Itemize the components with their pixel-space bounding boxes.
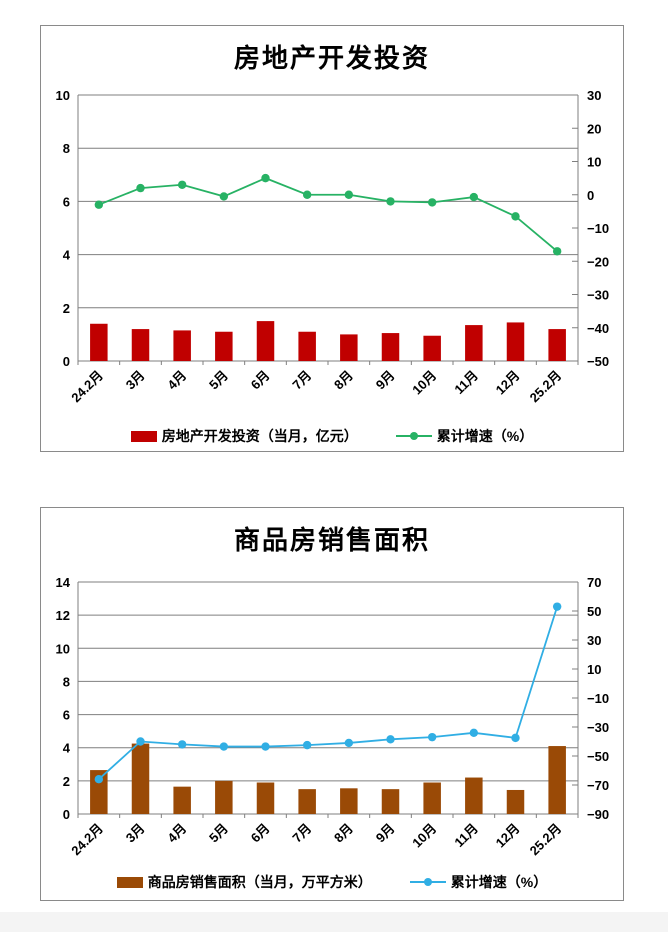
svg-text:8月: 8月 (331, 821, 356, 846)
x-axis-category-labels: 24.2月 3月 4月 5月 6月 7月 8月 9月 10月 11月 12月 25.2月 (68, 368, 564, 406)
svg-text:5月: 5月 (206, 368, 231, 393)
svg-text:−90: −90 (587, 807, 609, 822)
svg-text:−10: −10 (587, 221, 609, 236)
svg-text:5月: 5月 (206, 821, 231, 846)
svg-text:4: 4 (62, 741, 70, 756)
svg-text:25.2月: 25.2月 (526, 821, 564, 859)
svg-text:12: 12 (55, 608, 69, 623)
sales-chart-plot: 0 2 4 6 8 10 12 14 −90 −70 −50 −30 −10 10 30 50 70 24.2月… (55, 575, 609, 859)
svg-text:−20: −20 (587, 254, 609, 269)
investment-chart-legend: 房地产开发投资（当月，亿元） 累计增速（%） (41, 426, 623, 446)
investment-bar-swatch-icon (130, 430, 157, 442)
investment-chart-panel: 房地产开发投资 0 2 4 6 8 10 −50 −40 −30 −20 −10 0 10 20 30 24… (40, 25, 624, 452)
svg-text:0: 0 (62, 807, 69, 822)
plot-borders (77, 95, 578, 361)
investment-line-swatch-icon (395, 430, 432, 442)
svg-text:50: 50 (587, 604, 601, 619)
svg-text:−50: −50 (587, 749, 609, 764)
bar-series-0 (89, 743, 566, 814)
x-axis-category-labels: 24.2月 3月 4月 5月 6月 7月 8月 9月 10月 11月 12月 25.2月 (68, 821, 564, 859)
svg-text:6月: 6月 (247, 821, 272, 846)
svg-text:10: 10 (587, 662, 601, 677)
gridlines-and-left-axis-labels: 0 2 4 6 8 10 (55, 90, 578, 369)
sales-chart-title: 商品房销售面积 (233, 525, 430, 555)
svg-text:6: 6 (62, 194, 69, 209)
investment-line-legend-label: 累计增速（%） (436, 428, 534, 444)
right-axis-ticks-and-labels: −90 −70 −50 −30 −10 10 30 50 70 (571, 575, 609, 822)
line-series-1 (94, 173, 561, 256)
svg-text:10: 10 (55, 641, 69, 656)
sales-chart-panel: 商品房销售面积 0 2 4 6 8 10 12 14 −90 −70 −50 −30 −10 10 30 50… (40, 507, 624, 901)
svg-text:30: 30 (587, 90, 601, 103)
svg-text:0: 0 (587, 188, 594, 203)
svg-text:10月: 10月 (409, 821, 439, 851)
sales-bar-swatch-icon (116, 876, 143, 888)
sales-chart-legend: 商品房销售面积（当月，万平方米） 累计增速（%） (41, 872, 623, 892)
svg-text:3月: 3月 (122, 368, 147, 393)
category-boundary-ticks (77, 361, 578, 365)
svg-text:12月: 12月 (492, 821, 522, 851)
gridlines-and-left-axis-labels: 0 2 4 6 8 10 12 14 (55, 575, 578, 822)
svg-text:70: 70 (587, 575, 601, 590)
svg-text:10月: 10月 (409, 368, 439, 398)
investment-chart-title: 房地产开发投资 (233, 43, 430, 73)
svg-text:10: 10 (587, 155, 601, 170)
legend-item-investment-bars: 房地产开发投资（当月，亿元） (130, 426, 358, 446)
footer-strip (0, 912, 668, 932)
legend-item-sales-growth: 累计增速（%） (409, 872, 548, 892)
svg-text:6月: 6月 (247, 368, 272, 393)
svg-text:10: 10 (55, 90, 69, 103)
sales-line-swatch-icon (409, 876, 446, 888)
svg-text:−10: −10 (587, 691, 609, 706)
svg-text:9月: 9月 (372, 368, 397, 393)
svg-text:14: 14 (55, 575, 70, 590)
svg-text:6: 6 (62, 708, 69, 723)
legend-item-investment-growth: 累计增速（%） (395, 426, 534, 446)
svg-text:2: 2 (62, 774, 69, 789)
line-series-1 (94, 602, 561, 784)
sales-line-legend-label: 累计增速（%） (450, 874, 548, 890)
svg-text:24.2月: 24.2月 (68, 368, 106, 406)
svg-text:7月: 7月 (289, 368, 314, 393)
plot-borders (77, 582, 578, 814)
svg-text:8: 8 (62, 674, 69, 689)
sales-bar-legend-label: 商品房销售面积（当月，万平方米） (147, 874, 372, 890)
category-boundary-ticks (77, 814, 578, 818)
svg-text:9月: 9月 (372, 821, 397, 846)
svg-text:7月: 7月 (289, 821, 314, 846)
svg-text:4月: 4月 (164, 821, 189, 846)
svg-text:11月: 11月 (451, 368, 481, 398)
legend-item-sales-bars: 商品房销售面积（当月，万平方米） (116, 872, 372, 892)
investment-bar-legend-label: 房地产开发投资（当月，亿元） (161, 428, 358, 444)
svg-text:4: 4 (62, 248, 70, 263)
svg-text:30: 30 (587, 633, 601, 648)
svg-text:20: 20 (587, 121, 601, 136)
bar-series-0 (89, 321, 566, 361)
right-axis-ticks-and-labels: −50 −40 −30 −20 −10 0 10 20 30 (571, 90, 609, 369)
svg-text:−70: −70 (587, 778, 609, 793)
svg-text:4月: 4月 (164, 368, 189, 393)
svg-text:25.2月: 25.2月 (526, 368, 564, 406)
svg-text:3月: 3月 (122, 821, 147, 846)
svg-text:0: 0 (62, 354, 69, 369)
svg-text:−30: −30 (587, 288, 609, 303)
svg-text:8: 8 (62, 141, 69, 156)
svg-text:−40: −40 (587, 321, 609, 336)
svg-text:−30: −30 (587, 720, 609, 735)
svg-text:24.2月: 24.2月 (68, 821, 106, 859)
svg-text:−50: −50 (587, 354, 609, 369)
svg-text:12月: 12月 (492, 368, 522, 398)
svg-text:11月: 11月 (451, 821, 481, 851)
investment-chart-plot: 0 2 4 6 8 10 −50 −40 −30 −20 −10 0 10 20 30 24.2月 3月 4月 5… (55, 90, 609, 406)
svg-text:2: 2 (62, 301, 69, 316)
svg-text:8月: 8月 (331, 368, 356, 393)
